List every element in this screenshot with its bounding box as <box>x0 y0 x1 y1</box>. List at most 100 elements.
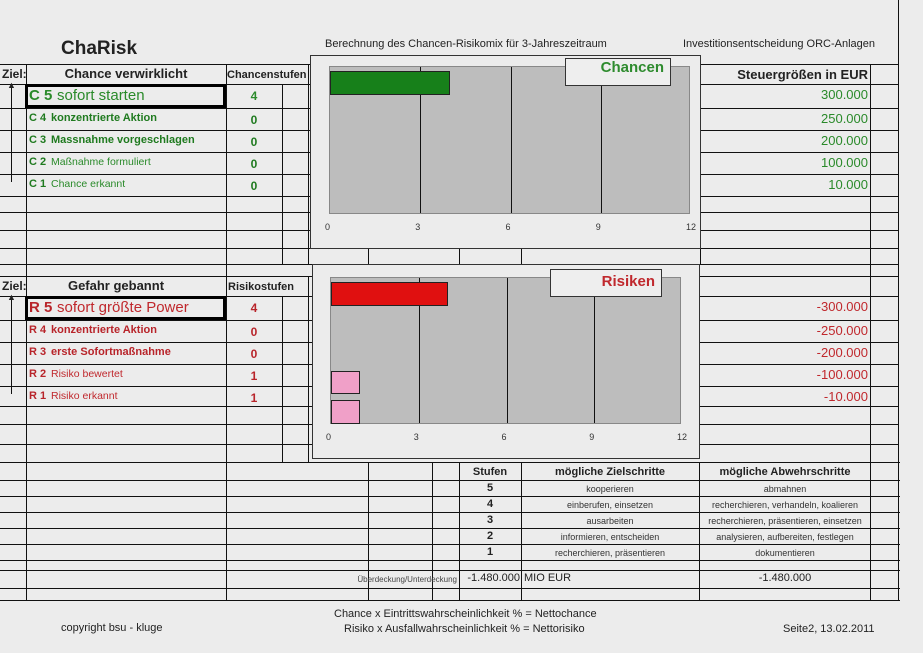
balance-value: -1.480.000 <box>467 572 520 584</box>
steuer-value[interactable]: -300.000 <box>816 299 868 314</box>
row-label: sofort größte Power <box>57 299 189 316</box>
bar-c5[interactable] <box>330 71 451 96</box>
grid-line <box>0 130 310 131</box>
grid-line <box>699 108 899 109</box>
stufe-value[interactable]: 0 <box>250 179 258 193</box>
arrow-head-icon: ▲ <box>7 292 16 302</box>
steuer-value[interactable]: -10.000 <box>823 389 868 404</box>
step-ziel: informieren, entscheiden <box>560 532 660 542</box>
page-date: Seite2, 13.02.2011 <box>783 623 875 635</box>
stufe-value[interactable]: 0 <box>250 325 258 339</box>
gridline <box>418 278 420 423</box>
grid-line <box>0 174 310 175</box>
stufe-value[interactable]: 1 <box>250 369 258 383</box>
row-code: C 2 <box>29 156 47 168</box>
grid-line <box>0 462 900 463</box>
stufe-value[interactable]: 4 <box>250 301 258 315</box>
grid-line <box>26 64 27 600</box>
steuer-value[interactable]: 10.000 <box>828 177 868 192</box>
abwehrschritte-header: mögliche Abwehrschritte <box>719 466 851 478</box>
steuer-value[interactable]: 250.000 <box>821 111 868 126</box>
formula-risk: Risiko x Ausfallwahrscheinlichkeit % = N… <box>344 623 585 635</box>
grid-line <box>0 512 900 513</box>
steuer-value[interactable]: -100.000 <box>816 367 868 382</box>
steuer-value[interactable]: -250.000 <box>816 323 868 338</box>
grid-line <box>0 364 312 365</box>
grid-line <box>0 342 312 343</box>
stufe-value[interactable]: 4 <box>250 89 258 103</box>
row-label: Chance erkannt <box>51 178 126 190</box>
row-code: C 4 <box>29 112 47 124</box>
grid-line <box>226 64 227 600</box>
bar-r1[interactable] <box>331 400 361 424</box>
grid-line <box>698 386 899 387</box>
bar-r5[interactable] <box>331 282 448 306</box>
steuer-value[interactable]: 300.000 <box>821 87 868 102</box>
grid-line <box>698 364 899 365</box>
grid-line <box>521 462 522 600</box>
steuer-value[interactable]: 200.000 <box>821 133 868 148</box>
x-tick-label: 6 <box>501 432 507 442</box>
grid-line <box>459 248 460 264</box>
row-code: C 1 <box>29 178 47 190</box>
row-code: C 5 <box>29 87 53 104</box>
step-level: 4 <box>486 498 494 510</box>
balance-unit: MIO EUR <box>524 572 572 584</box>
row-label: sofort starten <box>57 87 145 104</box>
bar-r2[interactable] <box>331 370 361 395</box>
step-abwehr: recherchieren, verhandeln, koalieren <box>711 500 859 510</box>
grid-line <box>698 296 899 297</box>
grid-line <box>870 64 871 600</box>
x-tick-label: 6 <box>505 222 511 232</box>
arrow-head-icon: ▲ <box>7 80 16 90</box>
x-tick-label: 9 <box>589 432 595 442</box>
steuer-value[interactable]: 100.000 <box>821 155 868 170</box>
row-code: R 3 <box>29 346 47 358</box>
grid-line <box>0 248 310 249</box>
risiken-chart[interactable]: Risiken 0 3 6 9 12 <box>312 264 700 459</box>
grid-line <box>0 424 312 425</box>
grid-line <box>282 296 283 462</box>
stufe-value[interactable]: 0 <box>250 157 258 171</box>
step-ziel: kooperieren <box>586 484 634 494</box>
step-abwehr: recherchieren, präsentieren, einsetzen <box>708 516 862 526</box>
gridline <box>420 67 422 213</box>
chancen-plot-area <box>329 66 690 214</box>
grid-line <box>368 462 369 600</box>
steuer-value[interactable]: -200.000 <box>816 345 868 360</box>
step-ziel: recherchieren, präsentieren <box>554 548 666 558</box>
grid-line <box>282 84 283 264</box>
chancen-chart[interactable]: Chancen 0 3 6 9 12 <box>310 55 701 249</box>
grid-line <box>699 196 899 197</box>
up-arrow-icon <box>11 88 12 182</box>
x-tick-label: 9 <box>595 222 601 232</box>
stufe-value[interactable]: 0 <box>250 113 258 127</box>
x-tick-label: 0 <box>325 222 331 232</box>
row-label: Maßnahme formuliert <box>51 156 151 168</box>
step-level: 3 <box>486 514 494 526</box>
risiken-legend: Risiken <box>550 269 662 297</box>
row-label: Massnahme vorgeschlagen <box>51 134 195 146</box>
balance-value-2: -1.480.000 <box>758 572 812 584</box>
stufe-value[interactable]: 0 <box>250 135 258 149</box>
selected-cell-c5[interactable] <box>25 84 226 108</box>
stufe-value[interactable]: 1 <box>250 391 258 405</box>
gridline <box>510 67 512 213</box>
grid-line <box>698 264 899 265</box>
row-label: konzentrierte Aktion <box>51 324 157 336</box>
x-tick-label: 12 <box>677 432 688 442</box>
grid-line <box>698 444 899 445</box>
row-code: R 2 <box>29 368 47 380</box>
grid-line <box>699 130 899 131</box>
grid-line <box>0 108 310 109</box>
x-tick-label: 0 <box>326 432 332 442</box>
selected-cell-r5[interactable] <box>25 296 226 320</box>
row-label: erste Sofortmaßnahme <box>51 346 171 358</box>
grid-line <box>0 444 312 445</box>
stufe-value[interactable]: 0 <box>250 347 258 361</box>
grid-line <box>699 64 899 65</box>
grid-line <box>0 152 310 153</box>
chance-title: Chance verwirklicht <box>64 66 188 81</box>
zielschritte-header: mögliche Zielschritte <box>554 466 666 478</box>
ziel-label-risk: Ziel: <box>2 279 27 293</box>
